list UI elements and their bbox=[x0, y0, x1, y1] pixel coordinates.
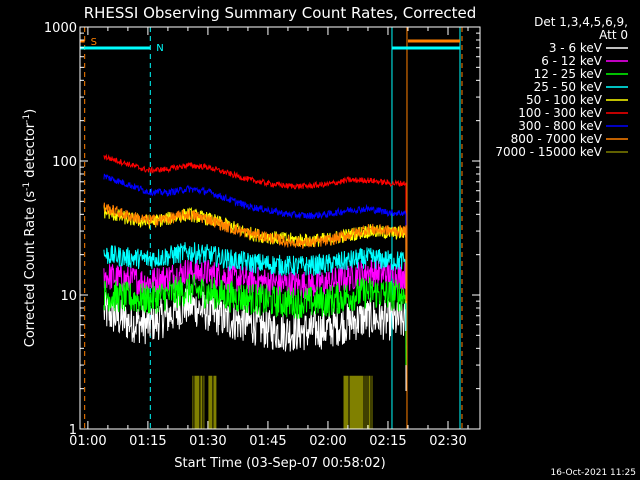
x-tick-label: 01:00 bbox=[69, 434, 106, 449]
y-axis-label-main: Corrected Count Rate (s bbox=[23, 191, 38, 348]
orbit-markers: SN bbox=[80, 27, 463, 429]
series-line-6 bbox=[103, 173, 407, 284]
legend-label-4: 50 - 100 keV bbox=[526, 93, 603, 107]
generated-timestamp: 16-Oct-2021 11:25 bbox=[551, 468, 636, 478]
series-line-5 bbox=[103, 153, 407, 254]
y-tick-label: 100 bbox=[52, 155, 77, 170]
x-tick-label: 01:15 bbox=[129, 434, 166, 449]
y-axis-label-end: ) bbox=[23, 109, 38, 114]
x-tick-label: 02:30 bbox=[429, 434, 466, 449]
series-line-8 bbox=[192, 375, 373, 429]
series-line-1 bbox=[103, 258, 407, 346]
legend-label-0: 3 - 6 keV bbox=[549, 41, 603, 55]
plot-frame bbox=[79, 26, 481, 430]
y-axis-label: Corrected Count Rate (s-1 detector-1) bbox=[22, 109, 38, 347]
legend-label-2: 12 - 25 keV bbox=[534, 67, 603, 81]
series-line-2 bbox=[103, 273, 407, 366]
series-line-0 bbox=[103, 284, 407, 392]
legend-label-5: 100 - 300 keV bbox=[518, 106, 602, 120]
y-tick-label: 1000 bbox=[44, 21, 77, 36]
y-axis-label-sup1: -1 bbox=[22, 182, 32, 191]
y-axis-label-sup2: -1 bbox=[22, 114, 32, 123]
series-line-7 bbox=[103, 202, 407, 302]
legend-label-1: 6 - 12 keV bbox=[541, 54, 603, 68]
legend-label-6: 300 - 800 keV bbox=[518, 119, 602, 133]
legend-title-1: Det 1,3,4,5,6,9, bbox=[534, 15, 628, 29]
x-tick-label: 01:30 bbox=[189, 434, 226, 449]
night-label: N bbox=[156, 43, 163, 54]
y-ticks: 1 10 100 1000 bbox=[44, 21, 480, 438]
saa-label: S bbox=[91, 37, 97, 48]
x-ticks: 01:00 01:15 01:30 01:45 02:00 02:15 02:30 bbox=[69, 27, 469, 449]
x-tick-label: 01:45 bbox=[249, 434, 286, 449]
x-tick-label: 02:15 bbox=[369, 434, 406, 449]
series-lines bbox=[103, 153, 407, 429]
legend-title-2: Att 0 bbox=[599, 28, 628, 42]
y-tick-label: 10 bbox=[60, 289, 77, 304]
x-axis-label: Start Time (03-Sep-07 00:58:02) bbox=[174, 456, 385, 471]
chart-title: RHESSI Observing Summary Count Rates, Co… bbox=[84, 4, 477, 22]
series-line-3 bbox=[103, 242, 407, 331]
y-tick-label: 1 bbox=[69, 423, 77, 438]
legend-label-8: 7000 - 15000 keV bbox=[495, 145, 602, 159]
legend-label-3: 25 - 50 keV bbox=[534, 80, 603, 94]
legend-label-7: 800 - 7000 keV bbox=[511, 132, 603, 146]
y-axis-label-mid: detector bbox=[23, 122, 38, 182]
x-tick-label: 02:00 bbox=[309, 434, 346, 449]
